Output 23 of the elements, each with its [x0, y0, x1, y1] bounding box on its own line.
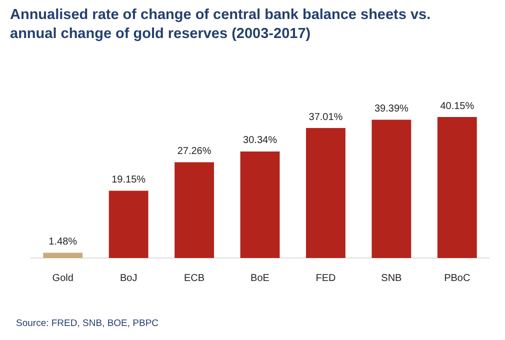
data-label: 1.48% [48, 236, 78, 248]
data-label: 39.39% [374, 103, 408, 114]
bar [372, 120, 412, 258]
x-tick-label: BoJ [120, 272, 138, 284]
chart-title: Annualised rate of change of central bank balance sheets vs. annual change of gold reserves (2003-2017) [10, 6, 432, 44]
bar [306, 128, 346, 258]
bar [174, 162, 214, 258]
source-note: Source: FRED, SNB, BOE, PBPC [16, 318, 159, 329]
data-label: 40.15% [440, 100, 474, 112]
data-label: 37.01% [308, 112, 343, 123]
x-tick-label: Gold [52, 272, 74, 284]
data-label: 30.34% [243, 135, 278, 146]
data-label: 19.15% [112, 174, 146, 186]
bar [43, 252, 83, 258]
x-tick-label: PBoC [444, 272, 470, 284]
bar [437, 117, 477, 258]
x-tick-label: FED [316, 272, 336, 284]
data-label: 27.26% [177, 146, 212, 158]
x-tick-label: ECB [184, 272, 205, 284]
x-tick-label: SNB [381, 272, 402, 284]
bar [240, 151, 280, 258]
x-tick-label: BoE [250, 272, 270, 284]
bar [108, 190, 148, 258]
